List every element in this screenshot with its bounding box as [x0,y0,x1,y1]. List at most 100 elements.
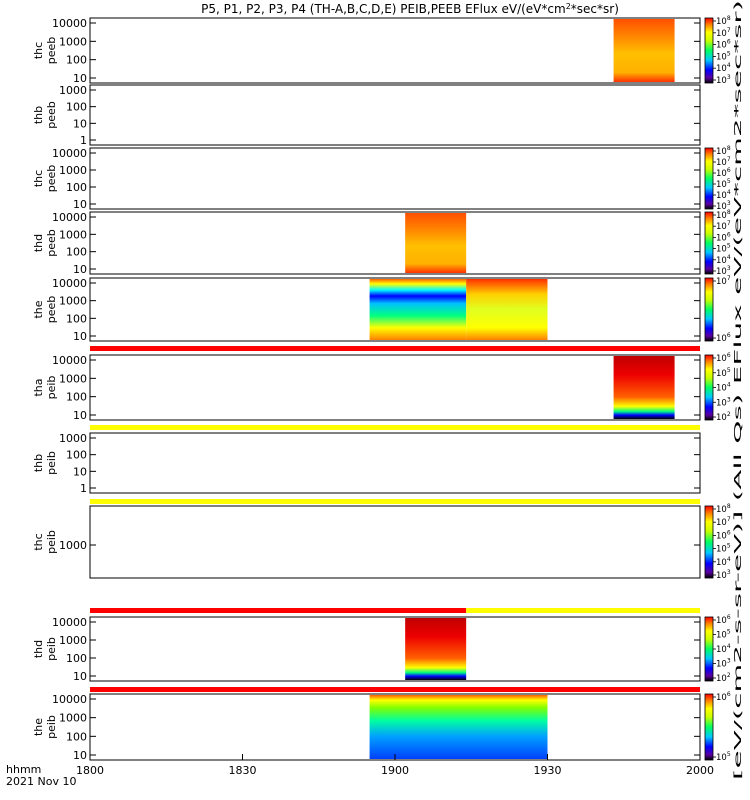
spectrogram-block-0 [613,356,675,419]
colorbar-tick-label: 106 [716,614,731,626]
colorbar-tick-label: 105 [716,629,731,641]
y-tick-label: 1 [80,134,87,147]
colorbar-tick-label: 104 [716,62,731,74]
colorbar-tick-label: 102 [716,411,731,423]
panel-product-label: peeb [45,101,58,129]
quality-strip-yellow [466,608,700,613]
y-tick-label: 100 [66,391,87,404]
panel-product-label: peeb [45,296,58,324]
colorbar-tick-label: 108 [716,209,731,221]
x-axis-label-date: 2021 Nov 10 [6,775,76,788]
quality-strip-red [90,687,700,692]
colorbar-tick-label: 106 [716,691,731,703]
spectrogram-block-1 [466,279,548,340]
panel-probe-label: tha [32,378,45,396]
panel-frame [89,505,701,579]
colorbar: 102 103 104 105 106 [704,614,731,684]
y-tick-label: 10000 [52,354,87,367]
panel-probe-label: thb [32,454,45,472]
colorbar-tick-label: 105 [716,751,731,763]
panel-probe-label: thc [32,42,45,59]
y-tick-label: 10 [73,198,87,211]
quality-strip-red [90,346,700,351]
colorbar-axis-label: [eV/(cm2-s-sr-eV)] (All Qs) EFlux eV/(eV… [733,0,744,780]
panel-frame [89,147,701,210]
colorbar-gradient [704,277,714,342]
y-tick-label: 100 [66,652,87,665]
colorbar-tick-label: 107 [716,27,731,39]
colorbar-tick-label: 103 [716,265,731,277]
colorbar-gradient [704,693,714,761]
colorbar-tick-label: 103 [716,74,731,86]
quality-strip-yellow [90,499,700,504]
colorbar: 102 103 104 105 106 [704,352,731,423]
panel-frame [89,84,701,146]
colorbar: 106 107 [704,275,731,344]
y-tick-label: 10000 [52,17,87,30]
panel-probe-label: thb [32,106,45,124]
y-tick-label: 100 [66,181,87,194]
y-tick-label: 10 [73,330,87,343]
y-tick-label: 1000 [59,432,87,445]
y-tick-label: 1000 [59,228,87,241]
y-tick-label: 1000 [59,35,87,48]
colorbar-tick-label: 106 [716,39,731,51]
colorbar-tick-label: 104 [716,643,731,655]
colorbar-tick-label: 105 [716,543,731,555]
y-tick-label: 10000 [52,616,87,629]
panel-frame [89,616,701,682]
y-tick-label: 1 [80,482,87,495]
colorbar-gradient [704,505,714,579]
x-tick-label: 1900 [381,764,409,777]
y-tick-label: 100 [66,730,87,743]
y-tick-label: 10000 [52,277,87,290]
x-tick-label: 1800 [76,764,104,777]
panel-thb-peeb: 1 10 100 1000 thb peeb [32,84,701,147]
y-tick-label: 1000 [59,539,87,552]
y-tick-label: 1000 [59,295,87,308]
colorbar-tick-label: 104 [716,254,731,266]
panel-frame [89,17,701,84]
colorbar-tick-label: 106 [716,231,731,243]
panel-product-label: peib [45,715,58,739]
x-tick-label: 2000 [686,764,714,777]
colorbar-tick-label: 107 [716,516,731,528]
panel-the-peib: 10 100 1000 10000 the peib 105 106 [32,687,731,763]
panel-product-label: peib [45,376,58,400]
colorbar-tick-label: 108 [716,503,731,515]
panel-product-label: peib [45,637,58,661]
y-tick-label: 1000 [59,164,87,177]
panel-thb-peib: 1 10 100 1000 thb peib [32,425,701,495]
colorbar-gradient [704,147,714,210]
colorbar-tick-label: 108 [716,15,731,27]
colorbar-tick-label: 106 [716,167,731,179]
colorbar-tick-label: 102 [716,672,731,684]
y-tick-label: 10 [73,409,87,422]
y-tick-label: 10 [73,465,87,478]
colorbar-tick-label: 106 [716,332,731,344]
panel-probe-label: thd [32,234,45,252]
colorbar-tick-label: 106 [716,352,731,364]
x-tick-label: 1830 [229,764,257,777]
spectrogram-block-0 [613,19,675,82]
panel-product-label: peib [45,530,58,554]
colorbar-tick-label: 105 [716,178,731,190]
panel-probe-label: the [32,300,45,318]
y-tick-label: 1000 [59,372,87,385]
colorbar-tick-label: 104 [716,382,731,394]
y-tick-label: 10000 [52,147,87,160]
colorbar: 105 106 [704,691,731,763]
colorbar-tick-label: 104 [716,189,731,201]
y-tick-label: 100 [66,246,87,259]
panel-frame [89,432,701,494]
